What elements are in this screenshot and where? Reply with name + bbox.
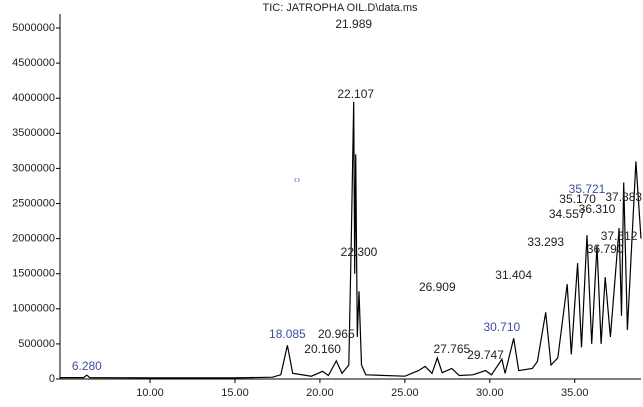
y-tick-label: 1500000 [12, 268, 55, 280]
x-tick-label: 35.00 [561, 387, 589, 399]
peak-label: 34.557 [549, 207, 586, 221]
y-tick-label: 2500000 [12, 197, 55, 209]
peak-label: 22.107 [337, 87, 374, 101]
x-tick-label: 15.00 [221, 387, 249, 399]
peak-label: 20.965 [318, 327, 355, 341]
peak-label: 35.721 [569, 182, 606, 196]
y-tick-label: 4000000 [12, 92, 55, 104]
x-tick-label: 10.00 [136, 387, 164, 399]
y-tick-label: 3000000 [12, 162, 55, 174]
peak-label: 37.612 [601, 229, 638, 243]
peak-label: 29.747 [467, 348, 504, 362]
peak-label: 36.790 [587, 242, 624, 256]
trace [60, 101, 642, 379]
peak-label: 37.883 [605, 190, 642, 204]
y-tick-label: 5000000 [12, 22, 55, 34]
x-tick-label: 30.00 [476, 387, 504, 399]
peak-label: 31.404 [495, 268, 532, 282]
y-tick-label: 2000000 [12, 233, 55, 245]
y-tick-label: 500000 [18, 338, 55, 350]
y-tick-label: 4500000 [12, 57, 55, 69]
x-tick-label: 20.00 [306, 387, 334, 399]
y-tick-label: 0 [49, 373, 55, 385]
x-tick-label: 25.00 [391, 387, 419, 399]
peak-label: 30.710 [484, 320, 521, 334]
peak-label: 33.293 [527, 235, 564, 249]
peak-label: 35.170 [559, 192, 596, 206]
peak-label: 27.765 [433, 342, 470, 356]
peak-label: 6.280 [72, 359, 102, 373]
peak-label: 18.085 [269, 327, 306, 341]
peak-label: 22.300 [341, 245, 378, 259]
y-tick-label: 3500000 [12, 127, 55, 139]
y-tick-label: 1000000 [12, 303, 55, 315]
peak-label: 36.310 [579, 202, 616, 216]
peak-label: 20.160 [304, 342, 341, 356]
chart-title: TIC: JATROPHA OIL.D\data.ms [262, 2, 418, 14]
cursor-icon: ‹› [294, 175, 301, 186]
peak-label: 26.909 [419, 280, 456, 294]
peak-label: 21.989 [335, 17, 372, 31]
